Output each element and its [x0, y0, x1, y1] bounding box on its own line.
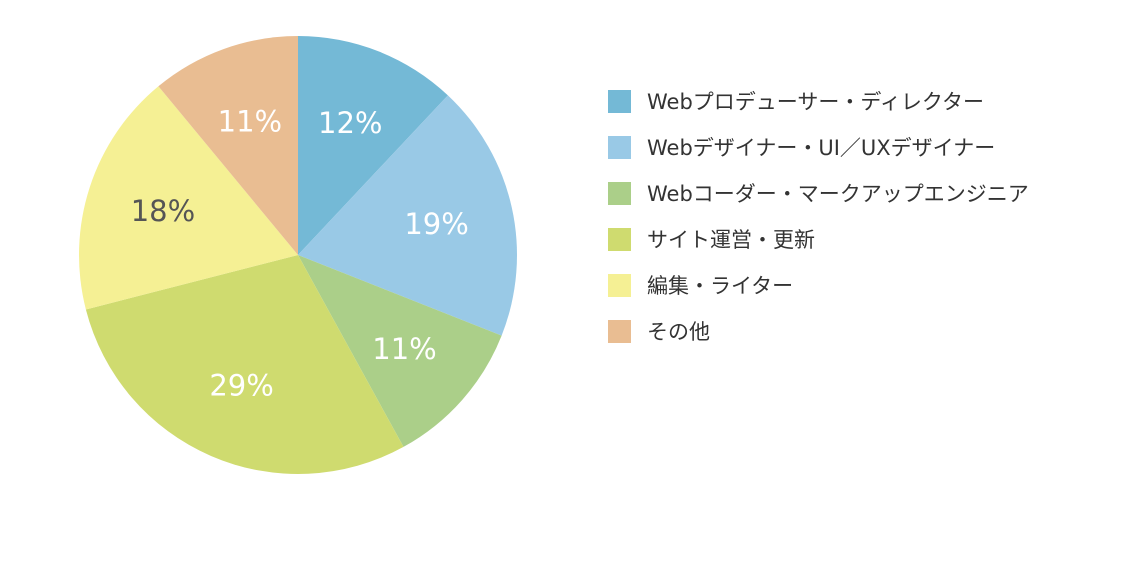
legend-item: Webコーダー・マークアップエンジニア	[608, 170, 1029, 216]
legend-label: Webデザイナー・UI／UXデザイナー	[647, 136, 996, 160]
pie-slice	[79, 86, 299, 310]
pie-slice	[85, 255, 404, 475]
legend-label: Webコーダー・マークアップエンジニア	[647, 182, 1029, 206]
legend-item: Webプロデューサー・ディレクター	[608, 78, 1029, 124]
slice-percent-label: 12%	[318, 106, 382, 140]
legend-swatch	[608, 227, 631, 251]
pie-slice	[158, 36, 298, 255]
slice-percent-label: 29%	[209, 368, 273, 402]
pie-slice	[298, 255, 502, 447]
legend-item: Webデザイナー・UI／UXデザイナー	[608, 124, 1029, 170]
legend-swatch	[608, 181, 631, 205]
legend-label: サイト運営・更新	[647, 228, 815, 252]
legend-label: その他	[647, 320, 710, 344]
legend-item: サイト運営・更新	[608, 216, 1029, 262]
legend-swatch	[608, 273, 631, 297]
slice-percent-label: 18%	[131, 194, 195, 228]
slice-percent-label: 11%	[218, 104, 282, 138]
legend-swatch	[608, 135, 631, 159]
pie-chart: 12% 19% 11% 29% 18% 11%	[79, 36, 517, 475]
legend-item: 編集・ライター	[608, 262, 1029, 308]
chart-legend: Webプロデューサー・ディレクター Webデザイナー・UI／UXデザイナー Webコ…	[608, 78, 1029, 354]
legend-label: Webプロデューサー・ディレクター	[647, 90, 985, 114]
pie-slice	[298, 36, 448, 255]
legend-item: その他	[608, 308, 1029, 354]
legend-swatch	[608, 89, 631, 113]
slice-percent-label: 19%	[404, 207, 468, 241]
legend-swatch	[608, 319, 631, 343]
legend-label: 編集・ライター	[647, 274, 794, 298]
slice-percent-label: 11%	[372, 332, 436, 366]
pie-slice	[298, 95, 517, 336]
